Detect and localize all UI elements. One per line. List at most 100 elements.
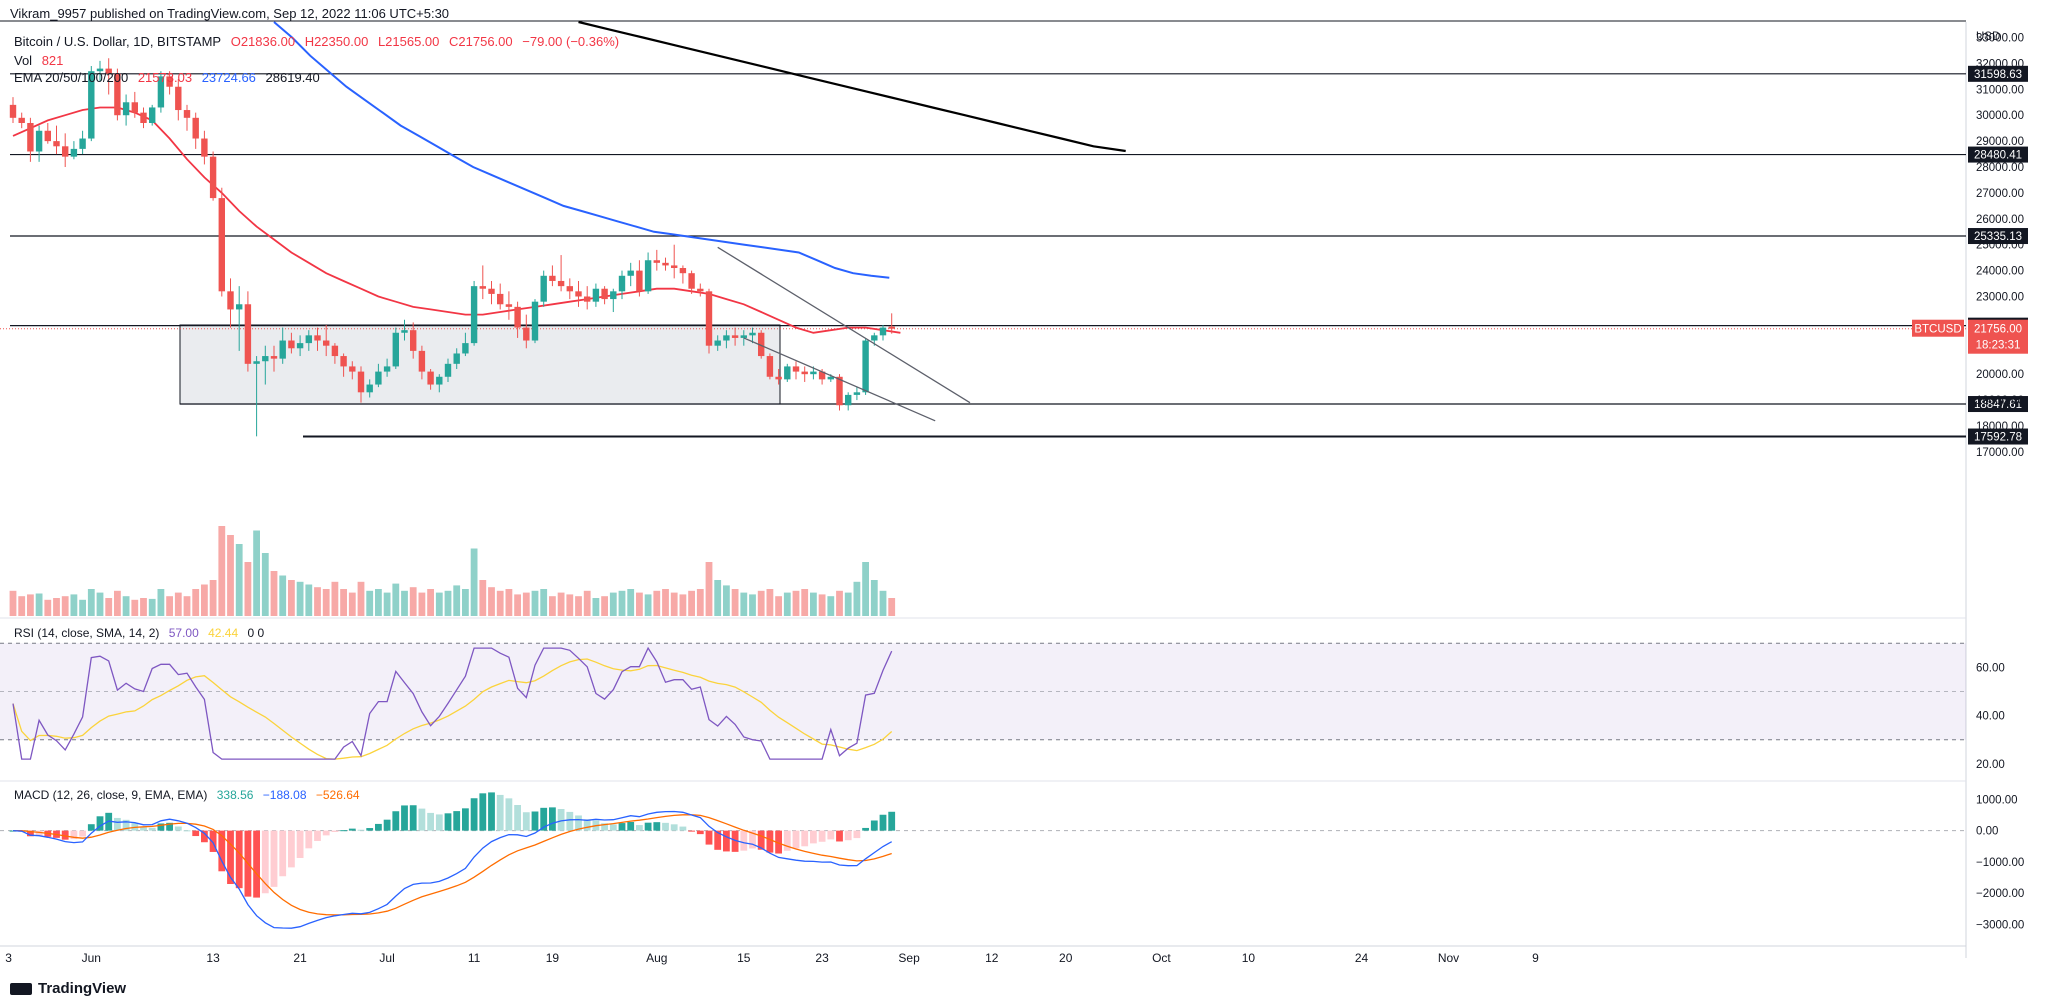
volume-bar	[757, 590, 765, 616]
volume-bar	[836, 590, 843, 616]
macd-histogram-bar	[827, 830, 835, 840]
macd-histogram-bar	[435, 814, 443, 831]
macd-histogram-bar	[696, 830, 704, 835]
level-price-tag	[1968, 396, 2028, 413]
candle-body	[853, 392, 861, 395]
symbol-title[interactable]: Bitcoin / U.S. Dollar, 1D, BITSTAMP	[14, 34, 222, 49]
volume-bar	[174, 592, 182, 616]
time-axis-tick: 20	[1059, 951, 1073, 965]
candle-body	[131, 102, 138, 113]
volume-bar	[305, 584, 313, 616]
candle-body	[114, 73, 121, 116]
candle-body	[149, 107, 156, 123]
volume-bar	[9, 590, 17, 616]
time-axis-tick: 9	[1532, 951, 1539, 965]
volume-bar	[279, 575, 287, 616]
candle-body	[845, 394, 852, 406]
price-axis-tick: 28000.00	[1976, 162, 2024, 174]
candle-body	[671, 265, 678, 269]
volume-bar	[488, 587, 495, 616]
volume-bar	[270, 571, 278, 616]
candle-body	[749, 332, 756, 336]
macd-histogram-bar	[531, 811, 539, 831]
volume-bar	[392, 583, 400, 616]
candle-body	[862, 340, 869, 393]
candle-body	[818, 371, 826, 380]
candle-body	[575, 291, 582, 297]
macd-histogram-bar	[479, 793, 487, 831]
rsi-label[interactable]: RSI (14, close, SMA, 14, 2)	[14, 626, 160, 640]
candle-body	[766, 356, 774, 377]
candle-body	[740, 335, 747, 338]
level-price-tag	[1968, 428, 2028, 445]
volume-bar	[18, 596, 26, 616]
volume-bar	[862, 562, 869, 616]
volume-bar	[366, 590, 374, 616]
candle-body	[18, 117, 25, 123]
macd-histogram-bar	[383, 819, 391, 831]
candle-body	[175, 86, 182, 111]
macd-histogram-bar	[366, 828, 374, 831]
macd-histogram-bar	[688, 830, 695, 832]
volume-bar	[496, 590, 504, 616]
candle-body	[357, 371, 365, 393]
candle-body	[758, 332, 765, 357]
ema20-value: 21573.03	[137, 70, 193, 85]
macd-histogram-bar	[122, 819, 130, 831]
macd-histogram-bar	[836, 830, 843, 842]
candle-body	[888, 326, 895, 329]
macd-histogram-bar	[705, 830, 713, 845]
volume-bar	[653, 590, 661, 616]
volume-bar	[418, 592, 426, 616]
macd-histogram-bar	[392, 811, 400, 831]
volume-bar	[435, 592, 443, 616]
time-axis-tick: 21	[293, 951, 307, 965]
macd-histogram-bar	[192, 830, 200, 837]
volume-bar	[444, 590, 452, 616]
macd-histogram-bar	[496, 794, 504, 831]
volume-bar	[810, 592, 817, 616]
candle-body	[279, 340, 286, 359]
ema-label[interactable]: EMA 20/50/100/200	[14, 70, 129, 85]
rsi-sma-line	[12, 658, 893, 760]
volume-label[interactable]: Vol	[14, 53, 33, 68]
macd-histogram-bar	[87, 824, 95, 831]
candle-body	[618, 275, 626, 292]
macd-histogram-bar	[653, 822, 661, 831]
level-price-label: 25335.13	[1974, 231, 2022, 243]
volume-bar	[44, 599, 52, 616]
ema50-line	[273, 21, 890, 279]
macd-histogram-bar	[723, 830, 730, 852]
time-axis-tick: 12	[985, 951, 999, 965]
volume-bar	[888, 598, 896, 616]
candle-body	[218, 198, 225, 292]
macd-label[interactable]: MACD (12, 26, close, 9, EMA, EMA)	[14, 788, 208, 802]
candle-body	[705, 291, 713, 346]
candle-body	[627, 270, 634, 276]
volume-bar	[35, 593, 43, 616]
tradingview-logo[interactable]: TradingView	[10, 980, 126, 997]
volume-bar	[644, 594, 652, 616]
current-price-label: 21756.00	[1974, 324, 2022, 336]
candle-body	[70, 148, 78, 157]
ohlc-low: L21565.00	[377, 34, 440, 49]
candle-body	[653, 260, 660, 263]
macd-axis-tick: −1000.00	[1976, 857, 2024, 869]
rsi-axis-tick: 40.00	[1976, 711, 2005, 723]
macd-histogram-bar	[427, 812, 434, 831]
price-axis-tick: 19000.00	[1976, 395, 2024, 407]
ema50-value: 23724.66	[201, 70, 256, 85]
macd-histogram-bar	[618, 823, 626, 831]
macd-histogram-bar	[418, 808, 426, 831]
macd-histogram-bar	[61, 830, 69, 840]
volume-bar	[479, 580, 487, 616]
macd-histogram-bar	[757, 830, 765, 850]
candle-body	[427, 371, 434, 385]
volume-value: 821	[41, 53, 64, 68]
macd-histogram-bar	[488, 792, 495, 831]
time-axis-tick: 19	[546, 951, 560, 965]
candle-body	[122, 102, 130, 116]
volume-bar	[70, 594, 78, 616]
candle-body	[288, 340, 295, 349]
